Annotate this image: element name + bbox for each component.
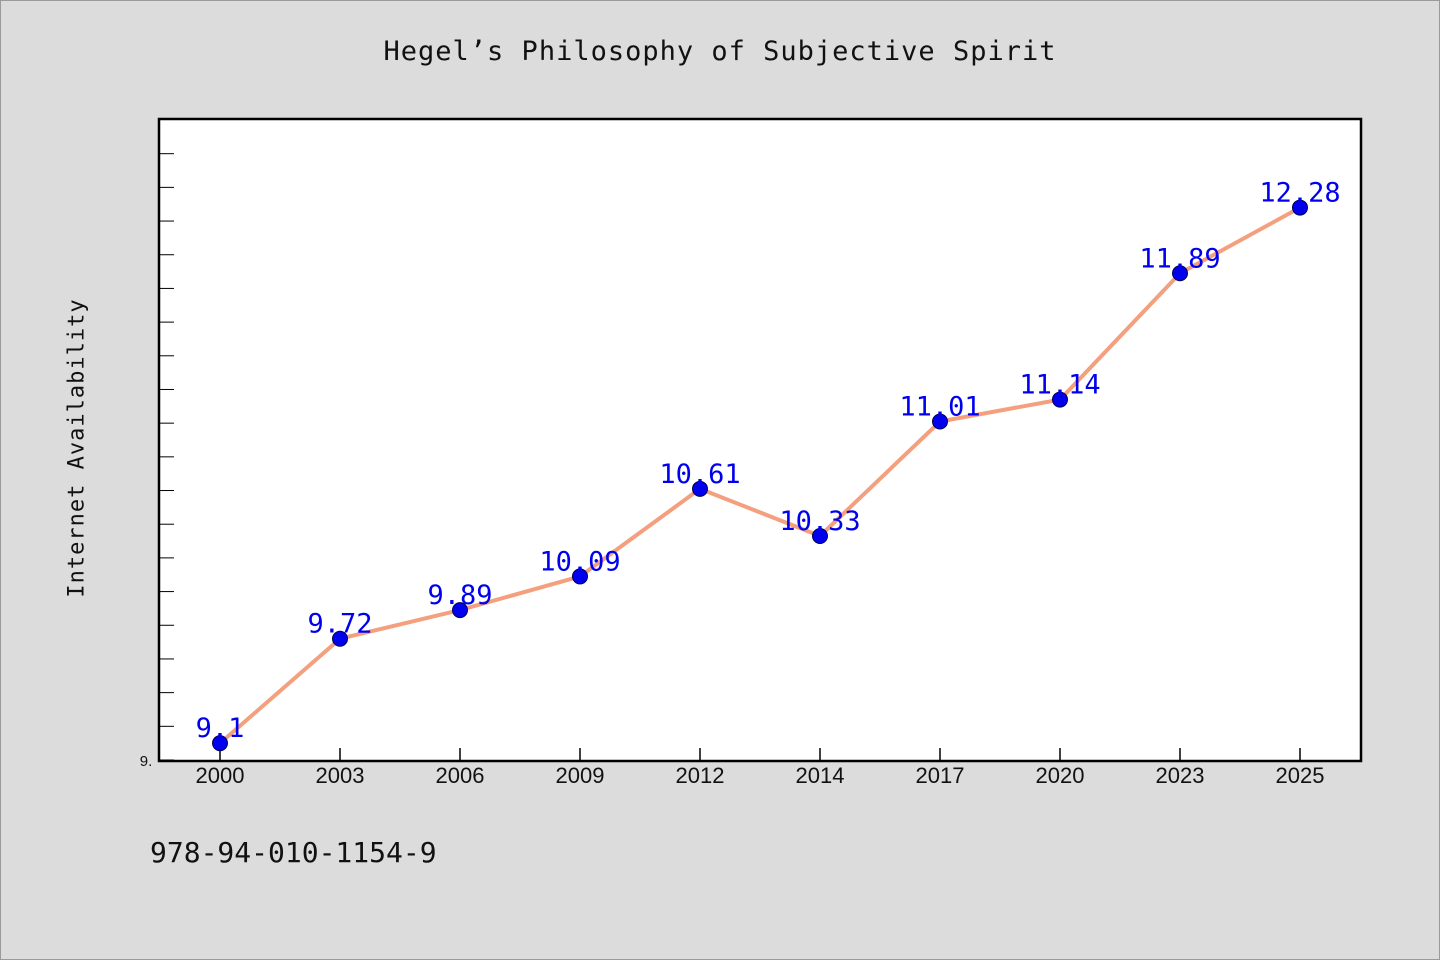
x-tick-label: 2012: [676, 763, 725, 788]
data-point: [1172, 265, 1188, 282]
x-tick-label: 2006: [436, 763, 485, 788]
y-minor-ticks: [160, 153, 174, 761]
x-tick-label: 2017: [916, 763, 965, 788]
data-label: 10.61: [659, 459, 740, 490]
y-tick-label: 9.: [140, 753, 153, 770]
data-point: [572, 568, 588, 585]
data-labels: 9.1 9.72 9.89 10.09 10.61 10.33 11.01 11.14 11.8…: [196, 178, 1341, 745]
x-axis-tick-labels: 2000 2003 2006 2009 2012 2014 2017 2020 2023 2025: [196, 763, 1325, 788]
x-tick-label: 2014: [796, 763, 845, 788]
data-label: 10.09: [539, 546, 620, 577]
x-tick-label: 2020: [1036, 763, 1085, 788]
x-tick-label: 2009: [556, 763, 605, 788]
x-axis-ticks: [219, 748, 1301, 760]
data-point: [1292, 199, 1308, 216]
x-tick-label: 2000: [196, 763, 245, 788]
data-point: [812, 528, 828, 544]
data-label: 11.01: [899, 391, 980, 422]
data-label: 9.72: [307, 609, 372, 640]
data-label: 9.89: [427, 580, 492, 611]
data-point: [452, 602, 468, 619]
x-tick-label: 2003: [316, 763, 365, 788]
data-label: 11.89: [1139, 243, 1220, 274]
plot-area: [157, 117, 1363, 763]
data-label: 12.28: [1259, 178, 1340, 209]
chart-title: Hegel’s Philosophy of Subjective Spirit: [383, 36, 1057, 67]
data-point: [212, 735, 228, 752]
x-tick-label: 2025: [1276, 763, 1325, 788]
data-label: 9.1: [196, 713, 245, 744]
series-line: [218, 205, 1302, 746]
data-point: [1052, 391, 1068, 408]
data-label: 10.33: [779, 506, 860, 537]
data-markers: [212, 199, 1308, 752]
x-tick-label: 2023: [1156, 763, 1205, 788]
isbn-text: 978-94-010-1154-9: [150, 836, 437, 869]
data-label: 11.14: [1019, 370, 1100, 401]
data-point: [932, 413, 948, 430]
data-point: [332, 630, 348, 647]
data-point: [692, 480, 708, 497]
